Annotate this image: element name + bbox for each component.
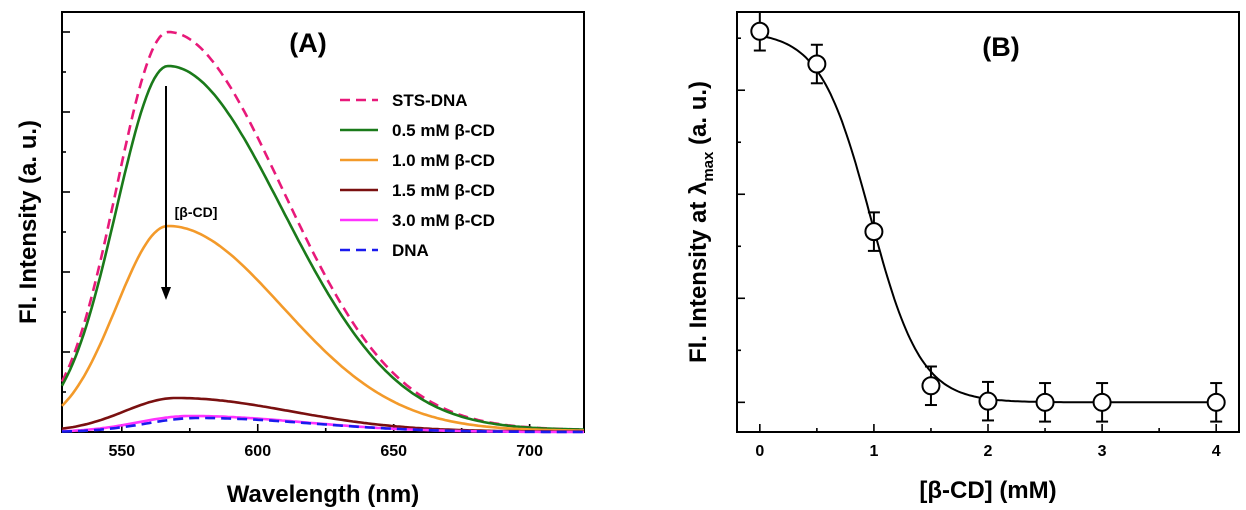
marker-circle xyxy=(978,391,998,411)
panel-b-data-point xyxy=(750,11,770,52)
marker-circle xyxy=(807,54,827,74)
panel-a-x-tick-label: 700 xyxy=(516,443,543,460)
legend-entry: 3.0 mM β-CD xyxy=(392,211,495,230)
panel-b-x-tick-label: 0 xyxy=(755,443,764,460)
panel-a-plot-frame xyxy=(61,11,585,433)
panel-b-x-axis-label: [β-CD] (mM) xyxy=(919,477,1056,504)
panel-a-series-1 xyxy=(60,30,585,431)
panel-b-x-tick-label: 1 xyxy=(869,443,878,460)
panel-a-y-axis-label: Fl. Intensity (a. u.) xyxy=(15,120,42,324)
panel-b-x-ticks: 0 1 2 3 4 xyxy=(755,424,1221,460)
marker-circle xyxy=(1035,392,1055,412)
panel-b: 0 1 2 3 4 (B) [β-CD] (mM) Fl. Intensity at λ… xyxy=(685,11,1240,504)
panel-b-data-point xyxy=(978,380,998,422)
legend-entry: DNA xyxy=(392,241,429,260)
legend-entry: 0.5 mM β-CD xyxy=(392,121,495,140)
panel-a-legend: STS-DNA 0.5 mM β-CD 1.0 mM β-CD 1.5 mM β-CD… xyxy=(340,91,495,260)
panel-b-data-point xyxy=(1206,382,1226,423)
panel-a-tag: (A) xyxy=(289,28,326,58)
panel-b-y-label-sub: max xyxy=(700,151,717,182)
panel-b-data-point xyxy=(921,365,941,407)
panel-a-annotation: [β-CD] xyxy=(175,204,218,220)
panel-a-x-tick-label: 600 xyxy=(244,443,271,460)
panel-b-x-tick-label: 4 xyxy=(1212,443,1221,460)
panel-a-down-arrow-icon xyxy=(161,86,171,300)
panel-b-x-tick-label: 3 xyxy=(1098,443,1107,460)
marker-circle xyxy=(864,222,884,242)
panel-b-data-point xyxy=(1092,382,1112,423)
panel-b-y-label-tail: (a. u.) xyxy=(685,81,712,152)
marker-circle xyxy=(1092,392,1112,412)
panel-a-x-tick-label: 550 xyxy=(108,443,135,460)
panel-a-curves xyxy=(60,30,585,434)
panel-b-data-point xyxy=(1035,382,1055,423)
panel-b-y-axis-label: Fl. Intensity at λmax (a. u.) xyxy=(685,81,717,363)
panel-b-data-point xyxy=(807,43,827,85)
panel-a-x-ticks: 550 600 650 700 xyxy=(108,424,543,460)
panel-b-y-ticks xyxy=(737,37,745,404)
panel-b-plot-frame xyxy=(736,11,1240,433)
legend-entry: 1.5 mM β-CD xyxy=(392,181,495,200)
panel-a-y-ticks xyxy=(62,31,70,393)
marker-circle xyxy=(1206,392,1226,412)
panel-b-y-label-main: Fl. Intensity at λ xyxy=(685,182,712,363)
panel-b-fit-curve xyxy=(759,34,1217,404)
panel-a-x-tick-label: 650 xyxy=(380,443,407,460)
panel-b-x-tick-label: 2 xyxy=(984,443,993,460)
panel-b-data-points xyxy=(750,11,1226,423)
panel-a-series-3 xyxy=(61,224,584,432)
panel-b-data-point xyxy=(864,211,884,252)
panel-a-series-2 xyxy=(60,64,584,431)
panel-b-tag: (B) xyxy=(982,32,1019,62)
legend-entry: STS-DNA xyxy=(392,91,468,110)
panel-a-series-6 xyxy=(61,416,584,434)
marker-circle xyxy=(921,376,941,396)
panel-a: 550 600 650 700 (A) [β-CD] STS-DNA 0.5 mM β-… xyxy=(15,11,585,508)
panel-a-x-axis-label: Wavelength (nm) xyxy=(227,481,419,508)
legend-entry: 1.0 mM β-CD xyxy=(392,151,495,170)
marker-circle xyxy=(750,21,770,41)
